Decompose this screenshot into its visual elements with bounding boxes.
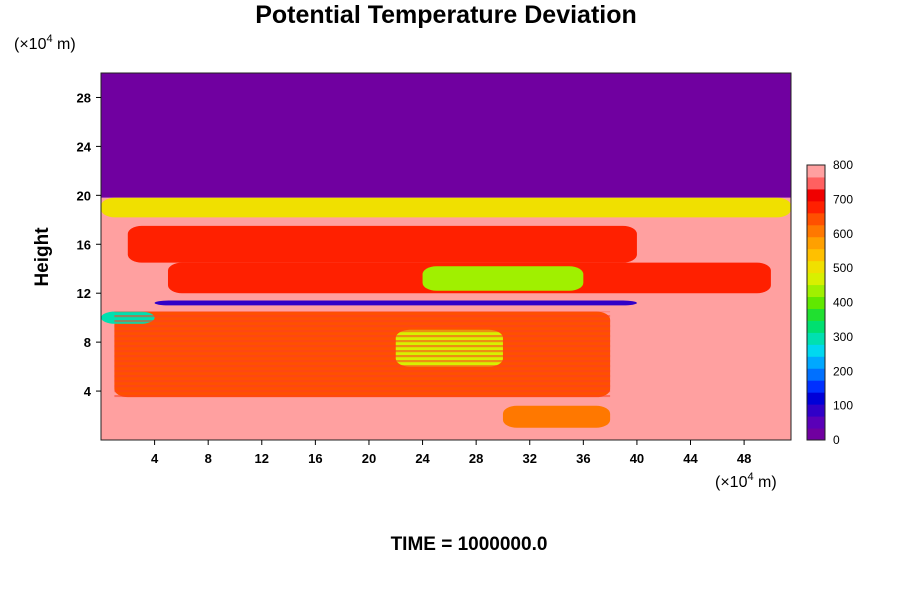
chart-title: Potential Temperature Deviation <box>255 1 637 29</box>
colorbar-swatch <box>807 380 825 393</box>
colorbar-tick-label: 100 <box>833 399 853 413</box>
colorbar-swatch <box>807 188 825 202</box>
x-tick-label: 36 <box>576 451 590 466</box>
x-axis-ticks: 4 8 12 16 20 24 28 32 36 40 44 48 <box>151 440 751 466</box>
colorbar-swatch <box>807 404 825 417</box>
colorbar: 0 100 200 300 400 500 600 700 800 <box>806 158 853 447</box>
colorbar-frame <box>806 164 826 441</box>
heatmap-region-top-edge-mix <box>101 197 791 218</box>
y-axis-unit: (×104 m) <box>14 33 76 53</box>
x-tick-label: 4 <box>151 451 159 466</box>
time-label: TIME = 1000000.0 <box>391 534 548 555</box>
colorbar-swatch <box>807 428 825 441</box>
colorbar-swatch <box>807 320 825 333</box>
colorbar-tick-label: 300 <box>833 330 853 344</box>
x-axis-unit: (×104 m) <box>715 471 777 491</box>
y-tick-label: 12 <box>77 286 91 301</box>
y-tick-label: 28 <box>77 90 91 105</box>
colorbar-swatch <box>807 344 825 357</box>
colorbar-swatch <box>807 332 825 345</box>
colorbar-tick-label: 600 <box>833 227 853 241</box>
colorbar-tick-label: 500 <box>833 261 853 275</box>
y-tick-label: 16 <box>77 237 91 252</box>
x-tick-label: 12 <box>255 451 269 466</box>
x-tick-label: 40 <box>630 451 644 466</box>
y-tick-label: 8 <box>84 335 91 350</box>
colorbar-swatch <box>807 296 825 309</box>
heatmap-texture <box>114 311 611 398</box>
y-axis-label: Height <box>32 227 53 287</box>
x-tick-label: 8 <box>205 451 212 466</box>
colorbar-swatch <box>807 284 825 298</box>
colorbar-tick-label: 0 <box>833 433 840 447</box>
colorbar-swatch <box>807 272 825 286</box>
colorbar-swatch <box>807 308 825 321</box>
colorbar-swatch <box>807 176 825 190</box>
colorbar-swatch <box>807 260 825 274</box>
x-tick-label: 16 <box>308 451 322 466</box>
colorbar-swatch <box>807 200 825 214</box>
colorbar-swatch <box>807 224 825 238</box>
x-tick-label: 44 <box>683 451 698 466</box>
colorbar-tick-label: 800 <box>833 158 853 172</box>
colorbar-swatch <box>807 356 825 369</box>
colorbar-swatch <box>807 368 825 381</box>
colorbar-swatch <box>807 392 825 405</box>
heatmap-region-upper-layer <box>101 73 791 198</box>
x-tick-label: 48 <box>737 451 751 466</box>
colorbar-swatch <box>807 165 825 178</box>
colorbar-swatch <box>807 212 825 226</box>
y-tick-label: 20 <box>77 188 91 203</box>
plot-frame <box>100 72 792 441</box>
colorbar-tick-label: 200 <box>833 364 853 378</box>
heatmap-region-bottom-patch <box>502 405 611 428</box>
heatmap-region-dark-line <box>154 300 637 306</box>
x-tick-label: 32 <box>523 451 537 466</box>
heatmap-region-upper-band-a <box>127 225 637 263</box>
colorbar-swatch <box>807 236 825 250</box>
y-axis-ticks: 4 8 12 16 20 24 28 <box>77 90 101 399</box>
x-tick-label: 28 <box>469 451 483 466</box>
heatmap-field <box>101 73 791 440</box>
y-tick-label: 24 <box>77 139 92 154</box>
heatmap-region-green-core <box>422 266 584 291</box>
y-tick-label: 4 <box>84 384 92 399</box>
colorbar-swatch <box>807 416 825 429</box>
x-tick-label: 20 <box>362 451 376 466</box>
colorbar-swatch <box>807 248 825 262</box>
x-tick-label: 24 <box>415 451 430 466</box>
colorbar-tick-label: 700 <box>833 192 853 206</box>
colorbar-tick-label: 400 <box>833 296 853 310</box>
